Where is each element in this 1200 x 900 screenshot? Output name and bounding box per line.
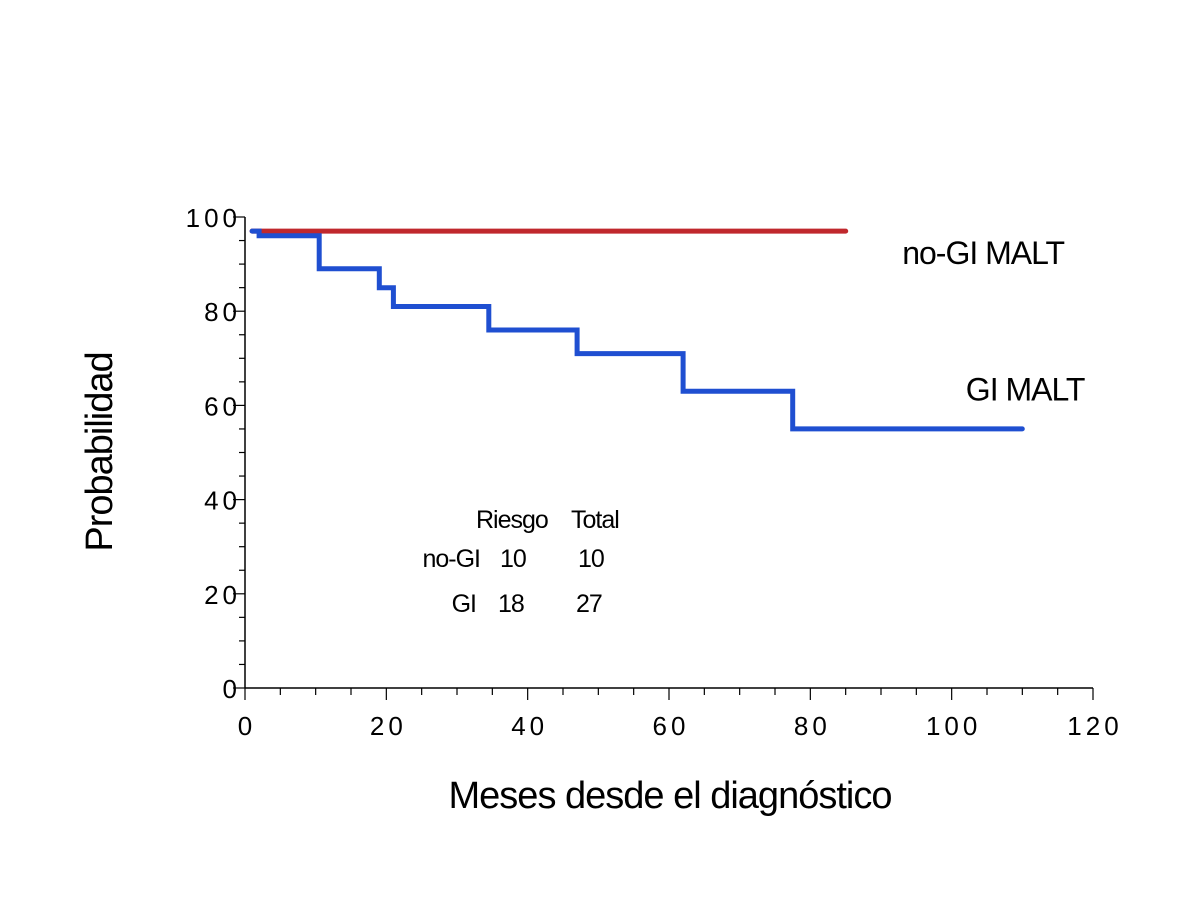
series-gi-line [249,228,1025,432]
risk-row-total: 10 [578,545,604,573]
x-tick-label: 20 [370,711,407,741]
risk-header-total: Total [571,506,619,534]
y-tick-label: 20 [204,580,241,610]
x-tick-label: 80 [794,711,831,741]
x-tick-label: 60 [653,711,690,741]
risk-row-total: 27 [576,590,602,618]
annotation-no-gi-malt: no-GI MALT [902,235,1064,271]
y-axis-title: Probabilidad [79,352,121,551]
y-tick-label: 80 [204,297,241,327]
series-group [249,228,1025,432]
y-tick-label: 40 [204,486,241,516]
risk-row-label: GI [452,590,476,618]
axes [233,216,1094,700]
annotation-gi-malt: GI MALT [966,372,1085,408]
x-tick-label: 0 [238,711,256,741]
risk-table: Riesgo Total no-GI 10 10 GI 18 27 [422,506,619,618]
x-tick-label: 100 [926,711,981,741]
risk-header-riesgo: Riesgo [476,506,548,534]
x-axis-title: Meses desde el diagnóstico [449,775,892,817]
labels-group: 0 20 40 60 80 100 120 0 20 40 60 80 100 no-GI MALT GI … [186,203,1122,741]
x-tick-label: 40 [511,711,548,741]
risk-row-riesgo: 10 [500,545,526,573]
risk-row-label: no-GI [422,545,480,573]
y-tick-label: 0 [223,674,241,704]
y-tick-label: 60 [204,391,241,421]
x-tick-label: 120 [1067,711,1122,741]
risk-row-riesgo: 18 [498,590,524,618]
y-tick-label: 100 [186,203,241,233]
